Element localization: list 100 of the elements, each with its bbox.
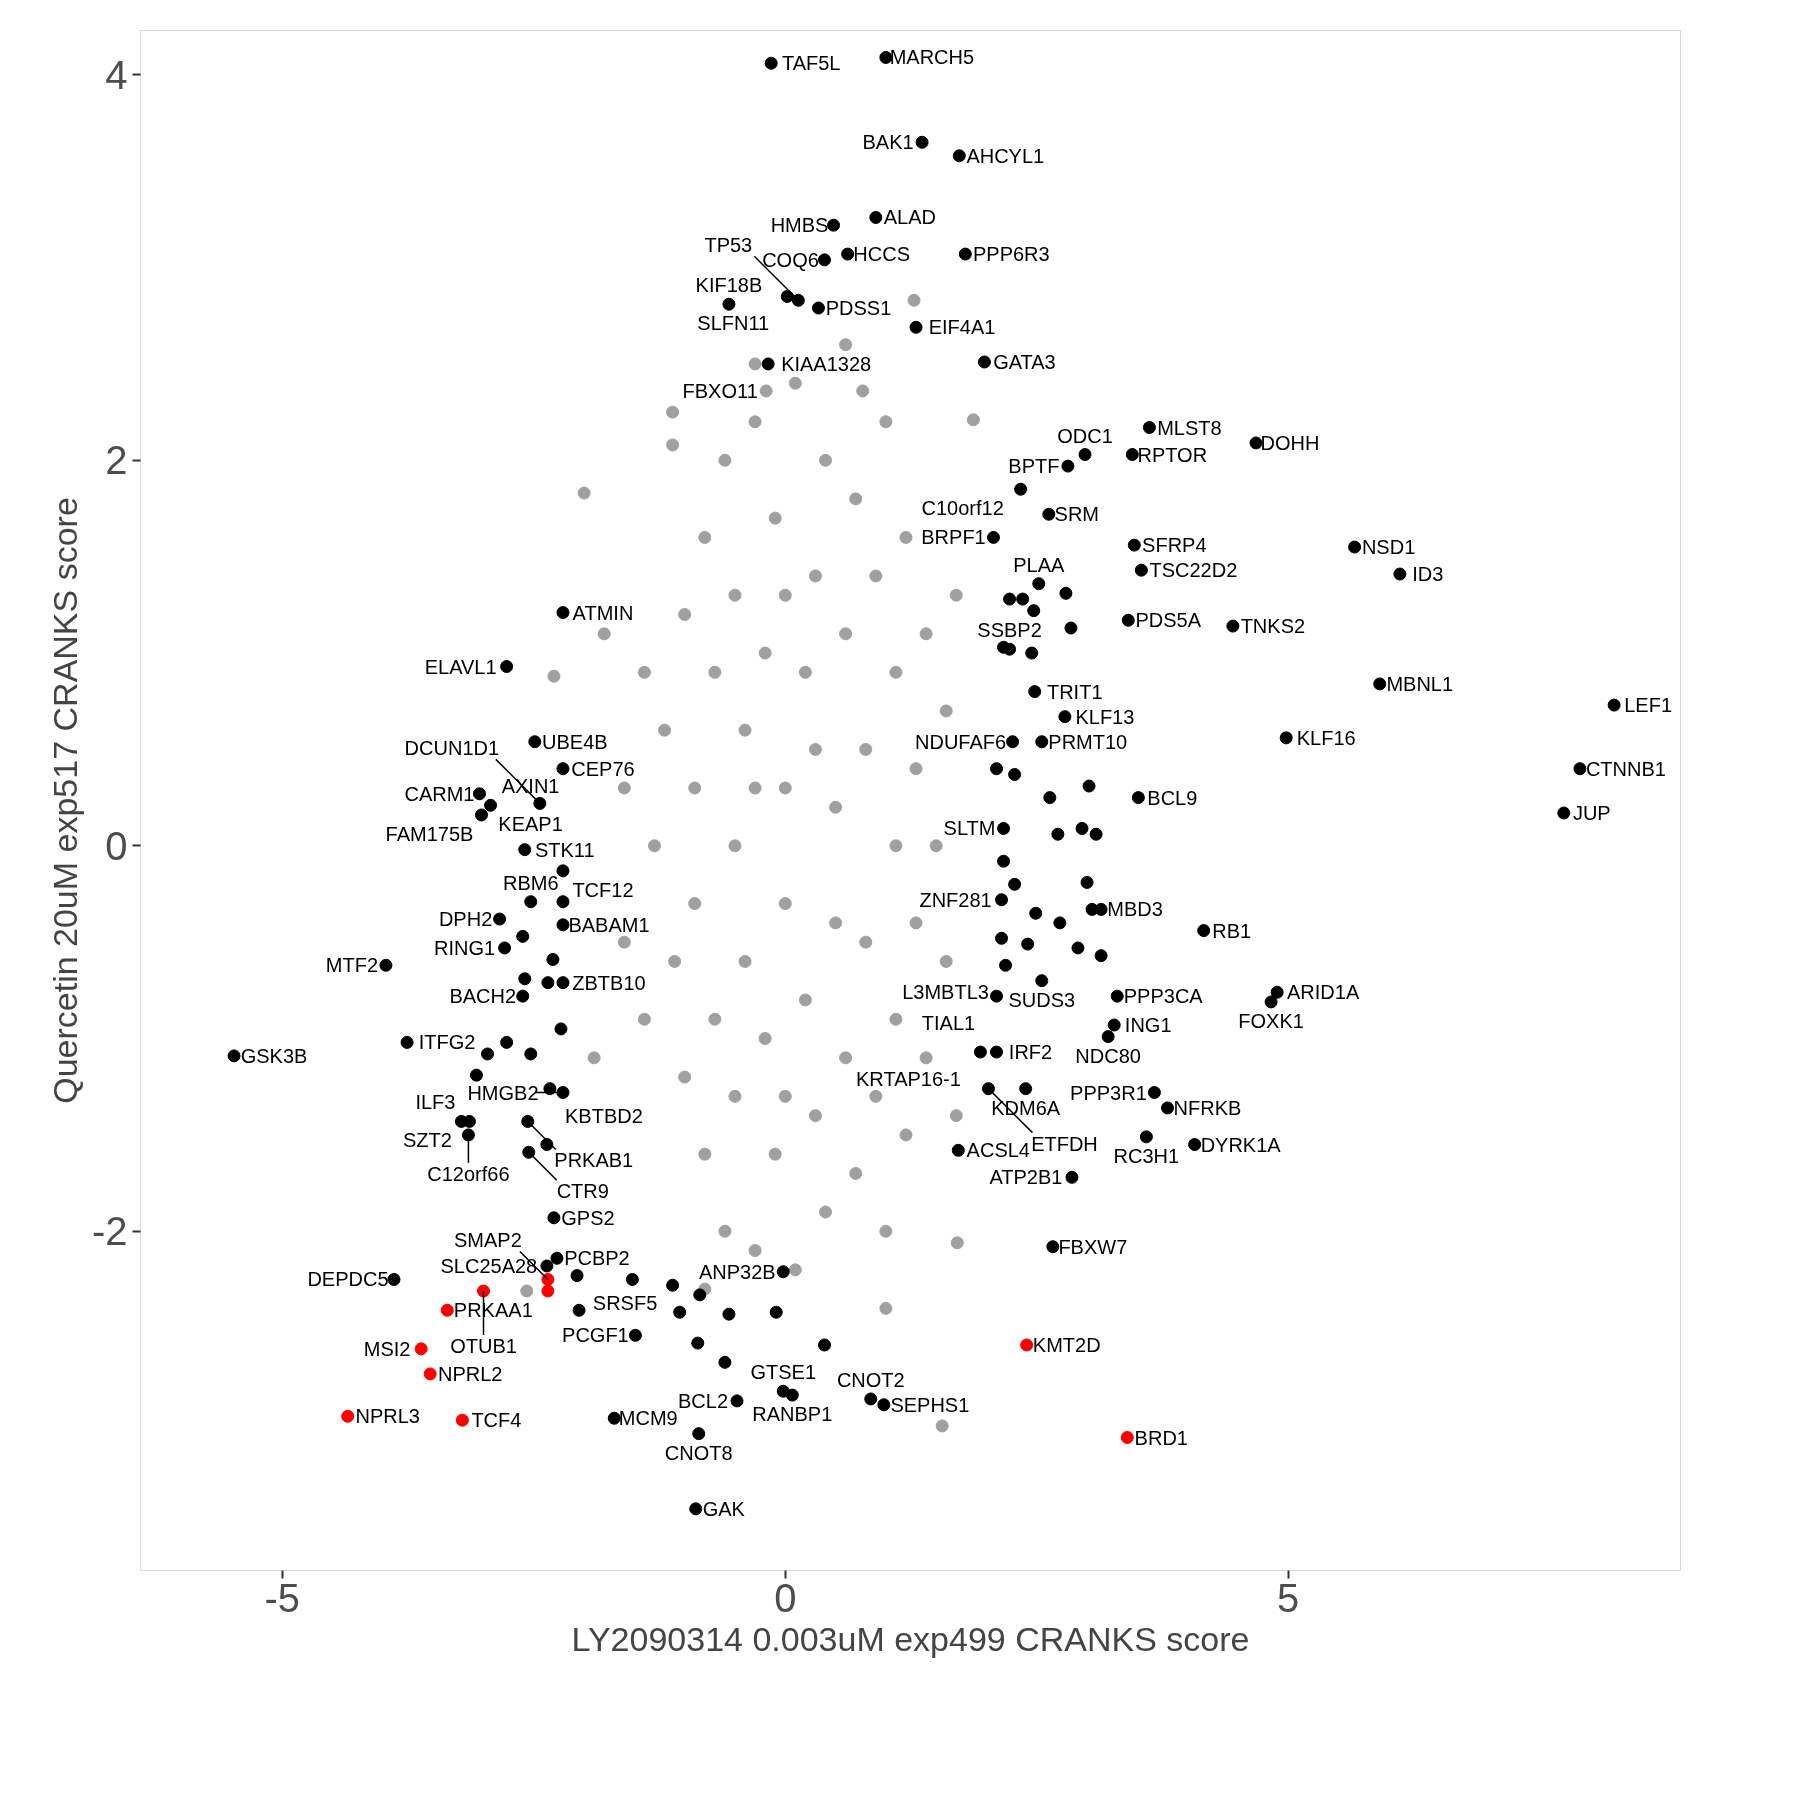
annotation: MTF2 xyxy=(325,954,379,977)
annotation: RANBP1 xyxy=(752,1403,833,1426)
annotation: DOHH xyxy=(1260,431,1320,454)
annotation: ARID1A xyxy=(1287,981,1360,1004)
annotation: EIF4A1 xyxy=(928,316,996,339)
annotation: NDUFAF6 xyxy=(915,730,1007,753)
point xyxy=(341,1409,355,1423)
annotation: MSI2 xyxy=(363,1337,411,1360)
point xyxy=(477,1284,490,1298)
point xyxy=(541,1284,555,1298)
point xyxy=(440,1303,454,1317)
annotation: SUDS3 xyxy=(1008,988,1076,1011)
annotation: SLFN11 xyxy=(697,312,770,335)
annotation: NPRL2 xyxy=(437,1362,503,1385)
annotation: ZNF281 xyxy=(919,888,992,911)
annotation: CNOT2 xyxy=(836,1368,905,1391)
x-tick-label: -5 xyxy=(264,1575,301,1620)
annotation: KMT2D xyxy=(1032,1333,1101,1356)
annotation: PRMT10 xyxy=(1048,730,1128,753)
annotation: BPTF xyxy=(1008,455,1060,478)
annotation: PPP6R3 xyxy=(972,243,1050,266)
annotation: SEPHS1 xyxy=(890,1393,970,1416)
annotation: SSBP2 xyxy=(977,619,1042,642)
annotation: CNOT8 xyxy=(664,1441,733,1464)
annotation: HMGB2 xyxy=(467,1081,539,1104)
annotation: GPS2 xyxy=(561,1206,615,1229)
x-tick-label: 5 xyxy=(1277,1575,1300,1620)
annotation: C12orf66 xyxy=(427,1162,510,1185)
annotation: NSD1 xyxy=(1361,536,1416,559)
annotation: IRF2 xyxy=(1008,1041,1053,1064)
annotation: SRM xyxy=(1054,503,1100,526)
annotation: KBTBD2 xyxy=(564,1104,643,1127)
annotation: CTR9 xyxy=(556,1180,609,1203)
x-axis-title: LY2090314 0.003uM exp499 CRANKS score xyxy=(571,1619,1250,1658)
annotation: KLF13 xyxy=(1075,705,1135,728)
annotation: ATP2B1 xyxy=(989,1166,1063,1189)
annotation: ID3 xyxy=(1412,563,1444,586)
annotation: ETFDH xyxy=(1031,1132,1098,1155)
annotation: KRTAP16-1 xyxy=(855,1068,961,1091)
annotation: L3MBTL3 xyxy=(902,981,989,1004)
annotation: PPP3CA xyxy=(1123,985,1204,1008)
y-tick-label: 0 xyxy=(105,823,128,868)
annotation: FBXO11 xyxy=(682,379,758,402)
annotation: KIF18B xyxy=(695,274,763,297)
annotation: FOXK1 xyxy=(1238,1009,1304,1032)
annotation: ACSL4 xyxy=(966,1139,1030,1162)
annotation: PLAA xyxy=(1013,553,1065,576)
annotation: RPTOR xyxy=(1137,443,1208,466)
annotation: SLC25A28 xyxy=(440,1254,538,1277)
annotation: SMAP2 xyxy=(453,1229,522,1252)
annotation: TCF12 xyxy=(572,878,634,901)
annotation: ODC1 xyxy=(1057,424,1113,447)
annotation: CTNNB1 xyxy=(1585,757,1666,780)
annotation: LEF1 xyxy=(1624,694,1673,717)
annotation: RBM6 xyxy=(503,871,559,894)
annotation: BCL9 xyxy=(1147,786,1198,809)
annotation: PDS5A xyxy=(1135,609,1202,632)
annotation: SRSF5 xyxy=(592,1291,658,1314)
annotation: GATA3 xyxy=(993,351,1056,374)
y-tick-label: 2 xyxy=(105,438,128,483)
annotation: DEPDC5 xyxy=(307,1268,389,1291)
y-tick-label: 4 xyxy=(105,52,128,97)
annotation: PDSS1 xyxy=(825,297,892,320)
annotation: ZBTB10 xyxy=(572,971,646,994)
y-tick-label: -2 xyxy=(91,1209,128,1254)
annotation: AHCYL1 xyxy=(966,144,1045,167)
annotation: COQ6 xyxy=(762,248,819,271)
annotation: ATMIN xyxy=(572,601,634,624)
annotation: KEAP1 xyxy=(498,813,563,836)
annotation: TSC22D2 xyxy=(1149,559,1238,582)
annotation: ITFG2 xyxy=(418,1031,476,1054)
annotation: NDC80 xyxy=(1075,1044,1141,1067)
annotation: DPH2 xyxy=(438,908,493,931)
y-axis-title: Quercetin 20uM exp517 CRANKS score xyxy=(45,497,84,1104)
annotation: TCF4 xyxy=(471,1409,522,1432)
annotation: TAF5L xyxy=(781,52,841,75)
annotation: RING1 xyxy=(434,936,496,959)
annotation: MCM9 xyxy=(618,1407,678,1430)
annotation: GTSE1 xyxy=(750,1361,817,1384)
point xyxy=(455,1413,469,1427)
point xyxy=(423,1367,437,1381)
annotation: PCGF1 xyxy=(562,1324,629,1347)
annotation: BRD1 xyxy=(1134,1426,1188,1449)
annotation: ELAVL1 xyxy=(424,655,497,678)
annotation: SZT2 xyxy=(402,1129,452,1152)
annotation: ANP32B xyxy=(698,1260,776,1283)
annotation: SFRP4 xyxy=(1142,534,1207,557)
annotation: TRIT1 xyxy=(1046,680,1103,703)
annotation: GAK xyxy=(702,1497,746,1520)
annotation: PPP3R1 xyxy=(1070,1081,1147,1104)
point xyxy=(541,1272,555,1286)
annotation: TIAL1 xyxy=(921,1012,976,1035)
point xyxy=(1020,1338,1034,1352)
annotation: TP53 xyxy=(704,234,753,257)
x-tick-label: 0 xyxy=(774,1575,797,1620)
annotation: OTUB1 xyxy=(450,1335,517,1358)
annotation: STK11 xyxy=(534,838,595,861)
annotation: C10orf12 xyxy=(921,497,1004,520)
annotation: SLTM xyxy=(943,817,996,840)
annotation: MBD3 xyxy=(1107,898,1163,921)
